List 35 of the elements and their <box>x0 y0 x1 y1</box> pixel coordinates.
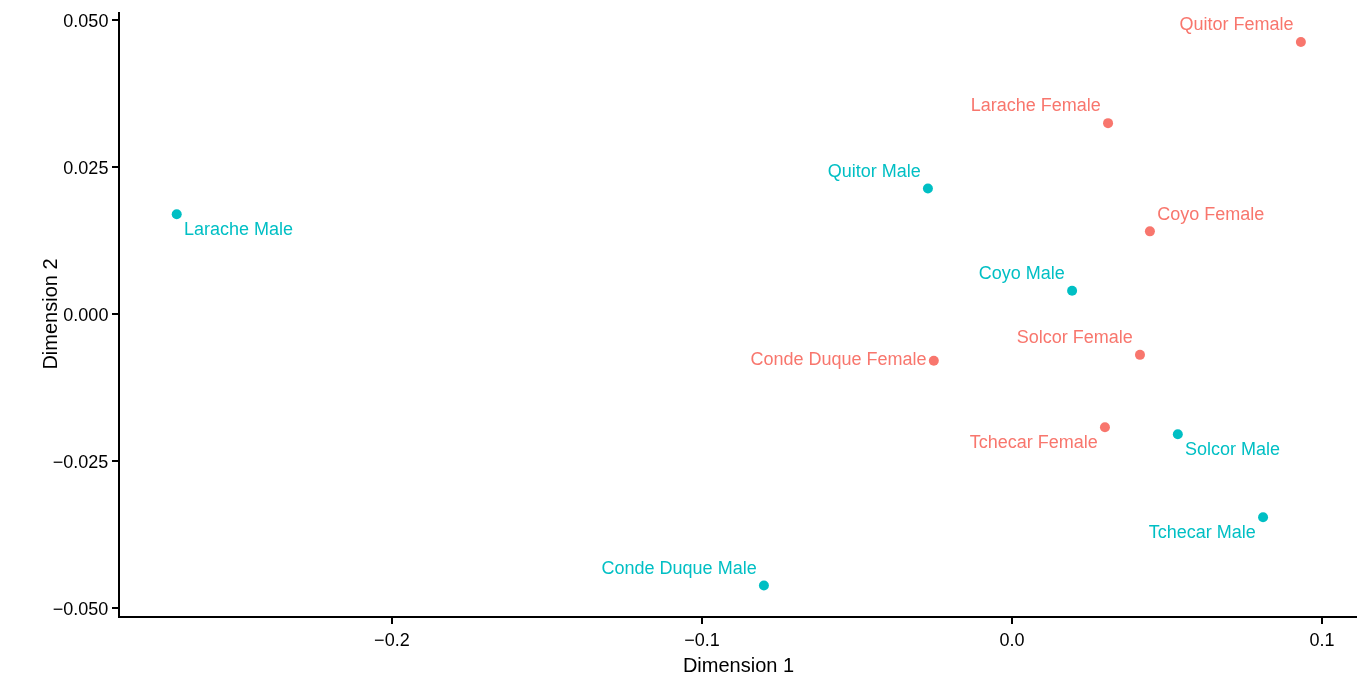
point <box>1295 36 1306 47</box>
data-label: Larache Male <box>183 219 294 240</box>
point <box>1067 285 1078 296</box>
data-label: Conde Duque Female <box>750 349 927 370</box>
point <box>1144 226 1155 237</box>
data-label: Conde Duque Male <box>601 557 757 578</box>
data-label: Coyo Male <box>978 263 1065 284</box>
y-axis-title: Dimension 2 <box>39 258 62 370</box>
point <box>1134 349 1145 360</box>
data-label: Tchecar Female <box>969 431 1098 452</box>
data-label: Coyo Female <box>1157 203 1265 224</box>
point <box>922 183 933 194</box>
point <box>171 209 182 220</box>
data-label: Solcor Female <box>1016 327 1133 348</box>
point <box>758 580 769 591</box>
x-axis-title: Dimension 1 <box>682 654 795 676</box>
data-label: Tchecar Male <box>1148 521 1256 542</box>
x-tick-label: 0.0 <box>999 629 1025 650</box>
x-tick-label: 0.1 <box>1309 629 1335 650</box>
y-tick-label: 0.050 <box>63 10 109 31</box>
data-label: Quitor Female <box>1179 14 1294 35</box>
y-tick-label: 0.025 <box>63 157 109 178</box>
data-label: Larache Female <box>970 95 1101 116</box>
point <box>1172 429 1183 440</box>
point <box>1258 512 1269 523</box>
data-label: Solcor Male <box>1185 439 1281 460</box>
point <box>1103 118 1114 129</box>
point <box>1099 422 1110 433</box>
point <box>928 355 939 366</box>
x-tick-label: −0.1 <box>684 629 720 650</box>
y-tick-label: −0.025 <box>52 451 109 472</box>
x-tick-label: −0.2 <box>374 629 410 650</box>
data-label: Quitor Male <box>827 160 921 181</box>
y-tick-label: −0.050 <box>52 598 109 619</box>
y-tick-label: 0.000 <box>63 304 109 325</box>
